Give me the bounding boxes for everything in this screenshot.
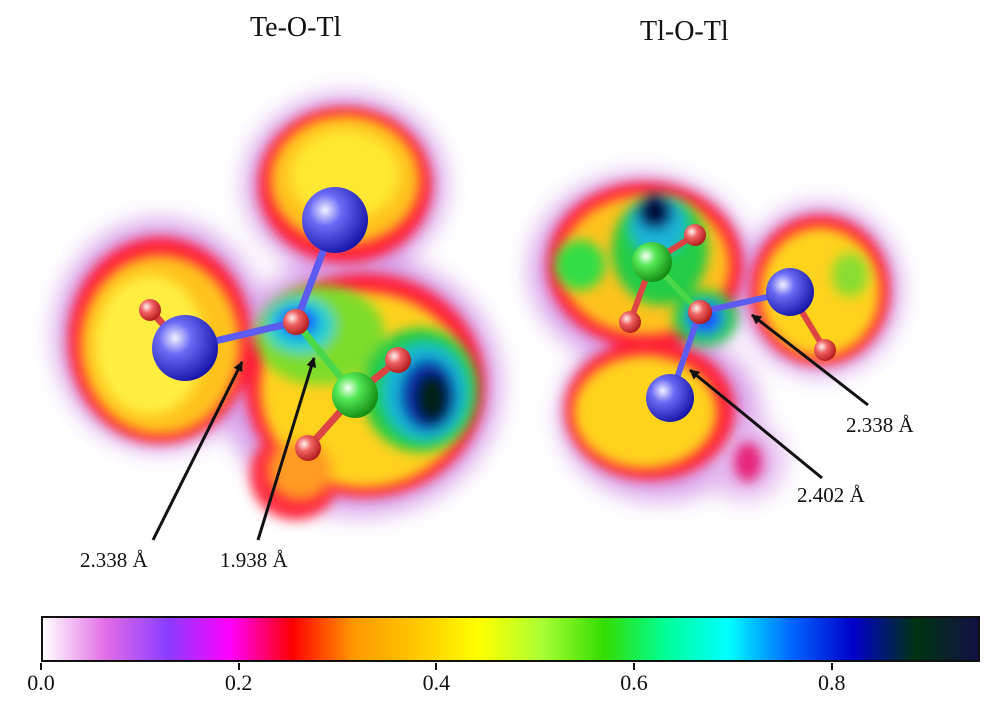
- right-density-map: [530, 175, 900, 500]
- colorbar-tick-label: 0.4: [422, 670, 451, 695]
- colorbar-tick: [435, 663, 438, 670]
- right-molecule: [619, 224, 836, 422]
- colorbar-tick: [237, 663, 240, 670]
- distance-label: 1.938 Å: [220, 548, 288, 572]
- o-atom: [688, 300, 712, 324]
- tl-atom: [766, 268, 814, 316]
- tl-atom: [302, 187, 368, 253]
- te-atom: [632, 242, 672, 282]
- o-atom: [295, 435, 321, 461]
- o-atom: [684, 224, 706, 246]
- o-atom: [283, 309, 309, 335]
- tl-atom: [646, 374, 694, 422]
- panel-title-left: Te-O-Tl: [250, 12, 342, 43]
- colorbar-tick-label: 0.2: [224, 670, 253, 695]
- distance-label: 2.338 Å: [846, 413, 914, 437]
- o-atom: [814, 339, 836, 361]
- colorbar-tick-label: 0.6: [620, 670, 648, 695]
- te-atom: [332, 372, 378, 418]
- arrow: [256, 357, 317, 541]
- annotation-arrows: [151, 313, 869, 541]
- arrow: [751, 313, 869, 407]
- tl-atom: [152, 315, 218, 381]
- left-density-map: [55, 95, 500, 520]
- arrow: [689, 368, 823, 480]
- o-atom: [619, 311, 641, 333]
- distance-label: 2.338 Å: [80, 548, 148, 572]
- left-molecule: [139, 187, 411, 461]
- colorbar-tick: [633, 663, 636, 670]
- colorbar-tick: [40, 663, 42, 670]
- o-atom: [139, 299, 161, 321]
- distance-label: 2.402 Å: [797, 483, 865, 507]
- colorbar-tick-label: 0.8: [817, 670, 846, 695]
- colorbar: [41, 616, 980, 662]
- colorbar-tick-label: 0.0: [27, 670, 55, 695]
- panel-title-right: Tl-O-Tl: [640, 16, 729, 47]
- arrow: [151, 361, 244, 541]
- colorbar-tick: [830, 663, 833, 670]
- o-atom: [385, 347, 411, 373]
